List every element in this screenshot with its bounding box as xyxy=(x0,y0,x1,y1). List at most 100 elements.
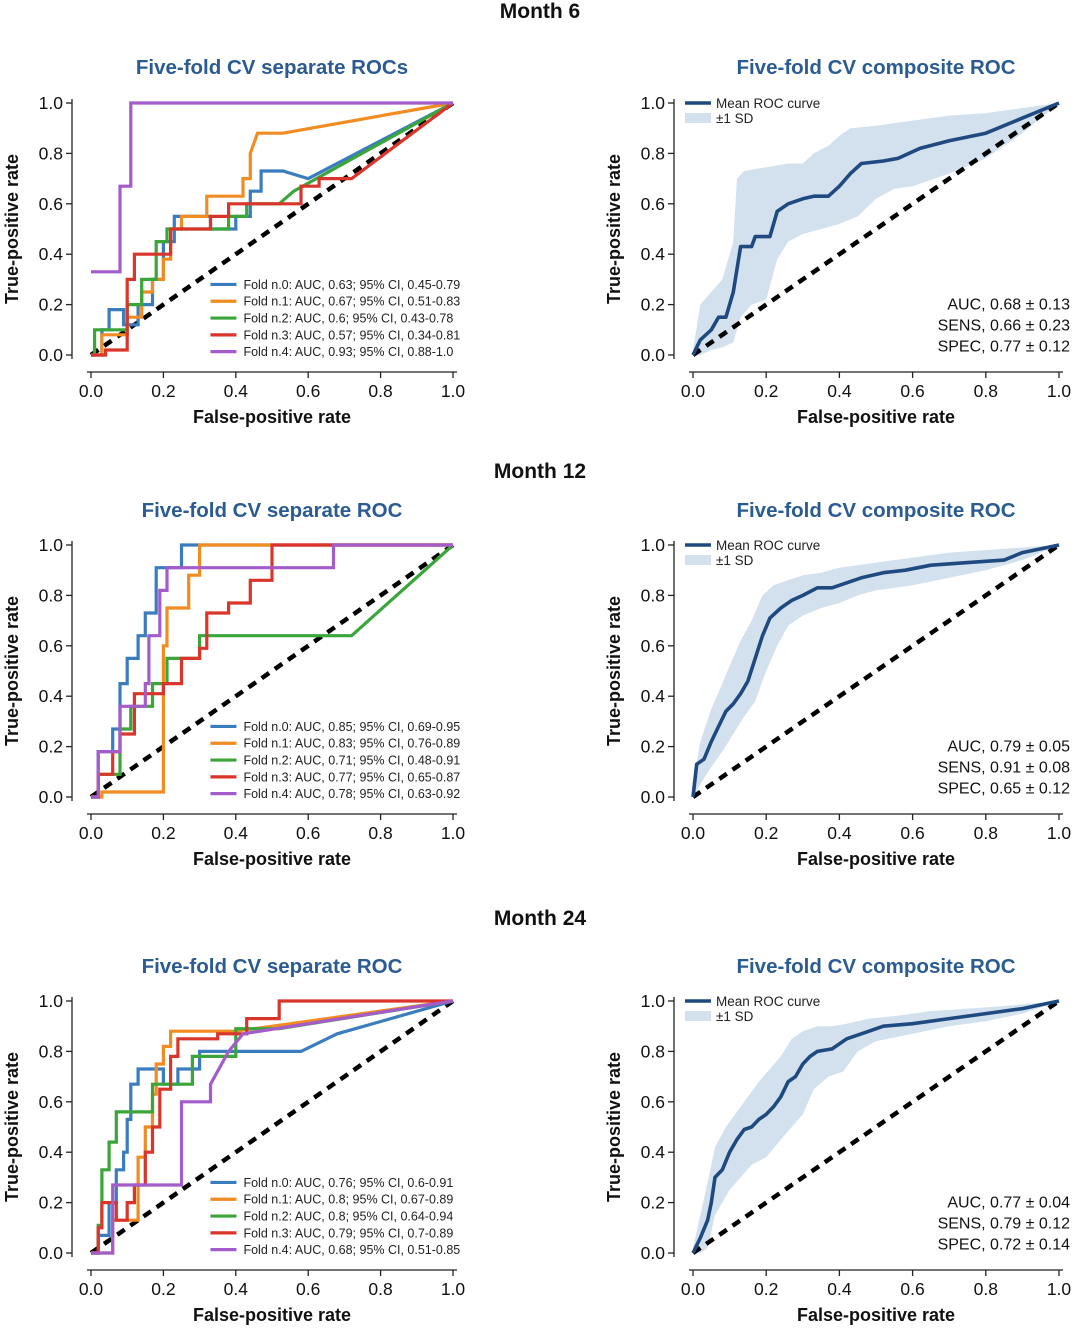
separate-roc-y-axis-label: True-positive rate xyxy=(2,154,22,304)
separate-roc-x-tick-label: 0.0 xyxy=(79,1279,104,1299)
composite-roc-y-tick-label: 0.6 xyxy=(641,1092,665,1112)
separate-roc-y-tick-label: 1.0 xyxy=(39,535,64,555)
separate-roc-y-tick-label: 0.2 xyxy=(39,295,63,315)
legend-label-fold-0: Fold n.0: AUC, 0.63; 95% CI, 0.45-0.79 xyxy=(243,278,460,292)
separate-roc-x-tick-label: 0.6 xyxy=(296,823,320,843)
separate-roc-y-tick-label: 0.4 xyxy=(39,1142,64,1162)
fold-1-roc-line xyxy=(91,543,453,799)
composite-roc-panel: Five-fold CV composite ROC 0.0 0.0 0.2 0.2 0.… xyxy=(604,499,1071,869)
separate-roc-y-tick-label: 0.2 xyxy=(39,737,63,757)
composite-roc-y-axis-label: True-positive rate xyxy=(604,1052,624,1202)
separate-roc-y-axis-label: True-positive rate xyxy=(2,1052,22,1202)
composite-roc-y-tick-label: 0.8 xyxy=(641,585,665,605)
composite-roc-title: Five-fold CV composite ROC xyxy=(736,955,1015,978)
chance-diagonal-line xyxy=(691,101,1061,357)
sd-band xyxy=(693,103,1059,355)
row-month-2: Month 24 Five-fold CV separate ROC 0.0 0.0 0… xyxy=(2,907,1071,1325)
composite-roc-x-tick-label: 0.0 xyxy=(681,381,706,401)
separate-roc-title: Five-fold CV separate ROCs xyxy=(136,56,408,79)
composite-roc-x-tick-label: 0.2 xyxy=(754,381,778,401)
sd-band xyxy=(693,1001,1059,1253)
composite-roc-x-axis-label: False-positive rate xyxy=(797,407,955,427)
stat-line-0: AUC, 0.68 ± 0.13 xyxy=(947,297,1070,314)
stat-line-0: AUC, 0.77 ± 0.04 xyxy=(947,1195,1070,1212)
separate-roc-y-tick-label: 0.0 xyxy=(39,787,64,807)
separate-roc-x-tick-label: 0.8 xyxy=(368,381,392,401)
composite-roc-x-tick-label: 0.6 xyxy=(900,381,924,401)
composite-roc-x-axis-label: False-positive rate xyxy=(797,1305,955,1325)
chance-diagonal-line xyxy=(691,543,1061,799)
separate-roc-y-tick-label: 0.0 xyxy=(39,345,64,365)
separate-roc-y-tick-label: 0.2 xyxy=(39,1193,63,1213)
composite-roc-y-tick-label: 1.0 xyxy=(641,991,666,1011)
legend-swatch-sd xyxy=(685,113,711,123)
composite-roc-x-tick-label: 0.8 xyxy=(974,823,998,843)
separate-roc-title: Five-fold CV separate ROC xyxy=(142,955,403,978)
composite-roc-x-tick-label: 0.2 xyxy=(754,1279,778,1299)
separate-roc-x-tick-label: 0.6 xyxy=(296,381,320,401)
mean-roc-line xyxy=(691,101,1060,356)
separate-roc-x-tick-label: 0.8 xyxy=(368,823,392,843)
composite-roc-title: Five-fold CV composite ROC xyxy=(736,56,1015,79)
separate-roc-x-axis-label: False-positive rate xyxy=(193,1305,351,1325)
fold-1-roc-line xyxy=(91,999,454,1255)
row-title: Month 24 xyxy=(494,907,586,930)
stat-line-1: SENS, 0.79 ± 0.12 xyxy=(938,1216,1071,1233)
composite-roc-y-axis-label: True-positive rate xyxy=(604,596,624,746)
stat-line-1: SENS, 0.66 ± 0.23 xyxy=(938,318,1071,335)
legend-label-sd: ±1 SD xyxy=(716,553,754,568)
stat-line-2: SPEC, 0.77 ± 0.12 xyxy=(938,339,1071,356)
composite-roc-y-tick-label: 0.8 xyxy=(641,1041,665,1061)
composite-roc-x-tick-label: 1.0 xyxy=(1047,823,1072,843)
separate-roc-x-tick-label: 0.4 xyxy=(224,1279,249,1299)
separate-roc-panel: Five-fold CV separate ROCs 0.0 0.0 0.2 0.2 0.… xyxy=(2,56,465,427)
separate-roc-y-tick-label: 0.8 xyxy=(39,1041,63,1061)
composite-roc-x-axis-label: False-positive rate xyxy=(797,849,955,869)
legend-label-fold-4: Fold n.4: AUC, 0.93; 95% CI, 0.88-1.0 xyxy=(243,345,453,359)
fold-0-roc-line xyxy=(91,101,454,357)
separate-roc-y-tick-label: 0.0 xyxy=(39,1243,64,1263)
separate-roc-y-tick-label: 0.4 xyxy=(39,244,64,264)
composite-roc-x-tick-label: 0.0 xyxy=(681,1279,706,1299)
separate-roc-x-tick-label: 0.2 xyxy=(151,1279,175,1299)
fold-4-roc-line xyxy=(91,999,454,1255)
legend-label-fold-2: Fold n.2: AUC, 0.6; 95% CI, 0.43-0.78 xyxy=(243,312,453,326)
separate-roc-x-tick-label: 0.8 xyxy=(368,1279,392,1299)
legend-label-mean: Mean ROC curve xyxy=(716,96,820,111)
separate-roc-x-tick-label: 0.4 xyxy=(224,381,249,401)
chance-diagonal-line xyxy=(691,999,1061,1255)
composite-roc-x-tick-label: 1.0 xyxy=(1047,381,1072,401)
legend-swatch-sd xyxy=(685,1011,711,1021)
separate-roc-x-tick-label: 1.0 xyxy=(441,381,466,401)
fold-4-roc-line xyxy=(91,101,453,274)
legend-label-fold-3: Fold n.3: AUC, 0.77; 95% CI, 0.65-0.87 xyxy=(243,770,460,784)
separate-roc-y-axis-label: True-positive rate xyxy=(2,596,22,746)
separate-roc-y-tick-label: 1.0 xyxy=(39,991,64,1011)
separate-roc-panel: Five-fold CV separate ROC 0.0 0.0 0.2 0.2 0.4… xyxy=(2,955,465,1325)
stat-line-2: SPEC, 0.65 ± 0.12 xyxy=(938,781,1071,798)
composite-roc-x-tick-label: 0.4 xyxy=(827,1279,852,1299)
mean-roc-line xyxy=(691,999,1060,1254)
stat-line-1: SENS, 0.91 ± 0.08 xyxy=(938,760,1071,777)
separate-roc-y-tick-label: 0.6 xyxy=(39,194,63,214)
row-month-1: Month 12 Five-fold CV separate ROC 0.0 0.0 0… xyxy=(2,460,1071,869)
legend-label-fold-0: Fold n.0: AUC, 0.85; 95% CI, 0.69-0.95 xyxy=(243,720,460,734)
separate-roc-y-tick-label: 0.4 xyxy=(39,686,64,706)
stat-line-0: AUC, 0.79 ± 0.05 xyxy=(947,739,1070,756)
composite-roc-y-tick-label: 0.0 xyxy=(641,787,666,807)
legend-label-fold-1: Fold n.1: AUC, 0.83; 95% CI, 0.76-0.89 xyxy=(243,737,460,751)
separate-roc-panel: Five-fold CV separate ROC 0.0 0.0 0.2 0.2 0.4… xyxy=(2,499,465,869)
composite-roc-y-tick-label: 0.0 xyxy=(641,345,666,365)
composite-roc-y-tick-label: 1.0 xyxy=(641,93,666,113)
legend-label-fold-4: Fold n.4: AUC, 0.78; 95% CI, 0.63-0.92 xyxy=(243,787,460,801)
fold-3-roc-line xyxy=(91,101,454,357)
composite-roc-y-tick-label: 0.6 xyxy=(641,194,665,214)
legend-label-mean: Mean ROC curve xyxy=(716,538,820,553)
separate-roc-title: Five-fold CV separate ROC xyxy=(142,499,403,522)
separate-roc-y-tick-label: 0.6 xyxy=(39,636,63,656)
separate-roc-y-tick-label: 0.8 xyxy=(39,143,63,163)
composite-roc-x-tick-label: 0.6 xyxy=(900,1279,924,1299)
composite-roc-panel: Five-fold CV composite ROC 0.0 0.0 0.2 0.2 0.… xyxy=(604,56,1071,427)
row-title: Month 6 xyxy=(500,0,580,23)
